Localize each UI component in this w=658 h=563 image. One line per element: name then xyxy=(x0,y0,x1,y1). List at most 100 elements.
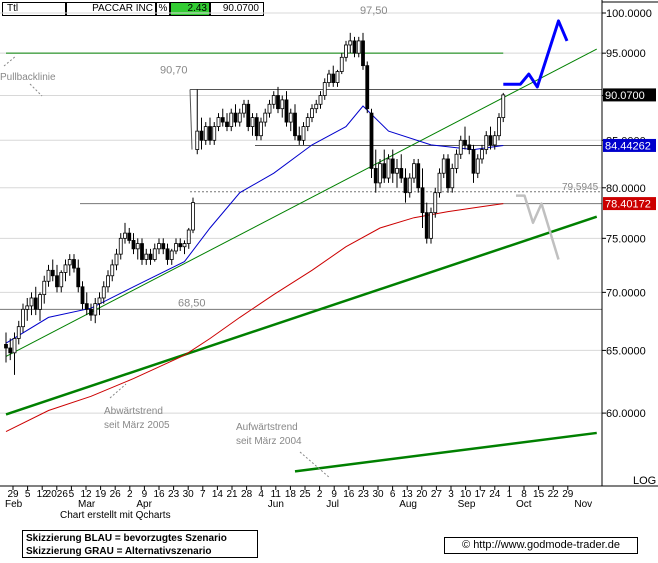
candle xyxy=(276,86,280,114)
x-tick-label: 22 xyxy=(548,489,560,500)
month-label: Jul xyxy=(326,499,339,510)
candle-body xyxy=(450,168,455,189)
candle xyxy=(480,144,484,164)
alternative-scenario-line xyxy=(516,194,560,260)
candle xyxy=(72,254,76,273)
candle-body xyxy=(8,347,13,354)
candle xyxy=(488,126,493,150)
candle xyxy=(335,69,340,87)
pct-box: % xyxy=(156,2,170,16)
candle-body xyxy=(437,172,442,194)
candle-body xyxy=(182,243,187,248)
x-tick-label: 8 xyxy=(521,489,527,500)
candle xyxy=(148,248,153,265)
x-tick-label: 28 xyxy=(241,489,253,500)
y-tick-label: 75.0000 xyxy=(606,233,646,245)
candle-body xyxy=(467,144,472,150)
candle-body xyxy=(441,158,446,174)
candle xyxy=(369,108,374,179)
source-credit[interactable]: © http://www.godmode-trader.de xyxy=(444,537,638,554)
candle xyxy=(471,144,476,183)
month-label: Nov xyxy=(574,499,592,510)
candle-body xyxy=(276,95,280,110)
candle xyxy=(4,332,8,363)
candle-body xyxy=(55,275,59,288)
candle xyxy=(186,227,191,249)
y-tick-label: 95.0000 xyxy=(606,48,646,60)
level-line xyxy=(189,89,193,150)
candle-body xyxy=(458,139,463,155)
candle xyxy=(386,154,391,183)
candle xyxy=(80,281,85,310)
candle xyxy=(356,36,361,58)
month-label: Apr xyxy=(136,499,152,510)
candle-body xyxy=(471,149,476,174)
candle xyxy=(288,108,293,132)
last-value: 90.0700 xyxy=(222,3,259,14)
candle-body xyxy=(186,229,191,244)
candle-body xyxy=(386,158,391,179)
candle xyxy=(310,104,314,123)
y-tick-label: 100.0000 xyxy=(606,8,652,20)
candle xyxy=(76,259,81,293)
candle xyxy=(259,117,263,141)
price-badge-label: 84.44262 xyxy=(605,140,651,152)
candle xyxy=(497,113,501,141)
credit-link[interactable]: © http://www.godmode-trader.de xyxy=(462,539,620,551)
candle xyxy=(106,270,110,293)
month-label: Jun xyxy=(268,499,284,510)
annotation-pointer xyxy=(3,55,17,67)
x-tick-label: 29 xyxy=(7,489,19,500)
candle-body xyxy=(4,344,8,349)
candle-body xyxy=(318,95,323,105)
candle xyxy=(450,163,455,193)
moving-average-line xyxy=(5,105,504,344)
candle xyxy=(12,332,17,375)
candle xyxy=(131,233,136,255)
candle-body xyxy=(72,259,76,269)
plot-frame xyxy=(0,0,658,487)
candle-body xyxy=(59,272,64,288)
x-tick-label: 7 xyxy=(200,489,206,500)
candle-body xyxy=(331,73,336,83)
candle-body xyxy=(484,135,489,150)
x-tick-label: 5 xyxy=(69,489,75,500)
candle xyxy=(127,227,132,244)
candle xyxy=(446,154,450,193)
candle-body xyxy=(429,212,433,239)
x-tick-label: 26 xyxy=(110,489,122,500)
candle-body xyxy=(191,202,195,231)
candle-body xyxy=(21,308,25,328)
x-tick-label: 4 xyxy=(258,489,264,500)
candle xyxy=(314,99,319,114)
x-tick-label: 19 xyxy=(95,489,107,500)
candle-body xyxy=(63,264,68,273)
candle-body xyxy=(284,99,289,123)
candle-body xyxy=(475,158,480,174)
x-tick-label: 3 xyxy=(448,489,454,500)
candle xyxy=(454,149,459,174)
candle-body xyxy=(118,237,123,255)
candle xyxy=(365,61,370,114)
month-label: Aug xyxy=(399,499,417,510)
candle-body xyxy=(135,243,140,250)
candle xyxy=(97,292,102,316)
candle-body xyxy=(297,135,302,141)
downtrend-label: seit März 2005 xyxy=(104,420,170,431)
pct-label: % xyxy=(158,3,168,14)
candle xyxy=(93,297,98,324)
candle-body xyxy=(12,338,17,354)
candle-body xyxy=(114,253,119,266)
trendline xyxy=(294,431,597,473)
candle xyxy=(29,292,34,316)
candle-body xyxy=(220,117,225,123)
x-tick-label: 20 xyxy=(416,489,428,500)
x-tick-label: 12 xyxy=(80,489,92,500)
candle-body xyxy=(33,297,38,310)
x-tick-label: 29 xyxy=(562,489,574,500)
x-tick-label: 1 xyxy=(507,489,513,500)
x-tick-label: 17 xyxy=(475,489,487,500)
legend-grey: Skizzierung GRAU = Alternativszenario xyxy=(26,546,212,557)
candle-body xyxy=(356,40,361,54)
